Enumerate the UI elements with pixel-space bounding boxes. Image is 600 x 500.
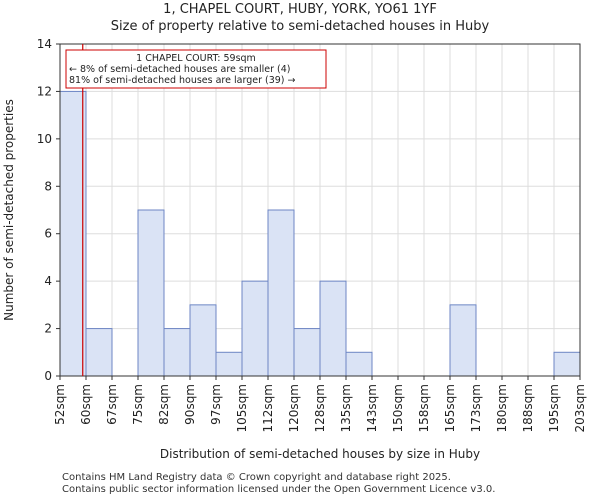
bar-chart: 0 2 4 6 8 10 12 14 52sqm 60sqm 67sqm 75sqm 82sqm 90s… <box>2 37 587 461</box>
bar <box>137 209 165 377</box>
x-tick-label: 67sqm <box>105 384 119 425</box>
x-tick-label: 97sqm <box>209 384 223 425</box>
annotation-line-2: ← 8% of semi-detached houses are smaller… <box>69 64 290 75</box>
bar <box>449 304 477 377</box>
bar <box>189 304 217 377</box>
bar <box>163 328 191 377</box>
bar <box>241 280 269 377</box>
x-tick-label: 165sqm <box>443 384 457 432</box>
bar <box>319 280 347 377</box>
y-axis-label: Number of semi-detached properties <box>2 99 16 321</box>
x-tick-label: 90sqm <box>183 384 197 425</box>
x-tick-label: 195sqm <box>547 384 561 432</box>
y-tick-label: 6 <box>44 227 52 241</box>
x-tick-label: 203sqm <box>573 384 587 432</box>
y-tick-label: 4 <box>44 274 52 288</box>
footer-line-1: Contains HM Land Registry data © Crown c… <box>62 472 451 483</box>
bar <box>345 351 373 377</box>
y-tick-label: 12 <box>37 84 52 98</box>
bar <box>59 90 87 377</box>
x-tick-label: 75sqm <box>131 384 145 425</box>
bar <box>85 328 113 377</box>
x-tick-label: 105sqm <box>235 384 249 432</box>
annotation-box <box>65 49 327 89</box>
annotation-line-1: 1 CHAPEL COURT: 59sqm <box>136 53 256 64</box>
x-tick-label: 173sqm <box>469 384 483 432</box>
x-axis-ticks: 52sqm 60sqm 67sqm 75sqm 82sqm 90sqm 97sqm 105sq… <box>53 376 587 432</box>
x-tick-label: 188sqm <box>521 384 535 432</box>
y-tick-label: 2 <box>44 322 52 336</box>
x-tick-label: 120sqm <box>287 384 301 432</box>
y-tick-label: 0 <box>44 369 52 383</box>
y-tick-label: 14 <box>37 37 52 51</box>
bar <box>553 351 581 377</box>
y-axis-ticks: 0 2 4 6 8 10 12 14 <box>37 37 60 383</box>
bar <box>293 328 321 377</box>
y-tick-label: 10 <box>37 132 52 146</box>
x-tick-label: 82sqm <box>157 384 171 425</box>
x-tick-label: 52sqm <box>53 384 67 425</box>
x-tick-label: 135sqm <box>339 384 353 432</box>
annotation-line-3: 81% of semi-detached houses are larger (… <box>69 75 296 86</box>
chart-title: 1, CHAPEL COURT, HUBY, YORK, YO61 1YF <box>163 2 437 17</box>
x-axis-label: Distribution of semi-detached houses by … <box>160 447 480 461</box>
bar <box>267 209 295 377</box>
x-tick-label: 128sqm <box>313 384 327 432</box>
chart-subtitle: Size of property relative to semi-detach… <box>110 19 490 34</box>
x-tick-label: 180sqm <box>495 384 509 432</box>
footer-line-2: Contains public sector information licen… <box>62 484 496 495</box>
x-tick-label: 158sqm <box>417 384 431 432</box>
y-tick-label: 8 <box>44 179 52 193</box>
bar <box>215 351 243 377</box>
bars <box>59 90 581 377</box>
x-tick-label: 112sqm <box>261 384 275 432</box>
x-tick-label: 143sqm <box>365 384 379 432</box>
x-tick-label: 150sqm <box>391 384 405 432</box>
x-tick-label: 60sqm <box>79 384 93 425</box>
